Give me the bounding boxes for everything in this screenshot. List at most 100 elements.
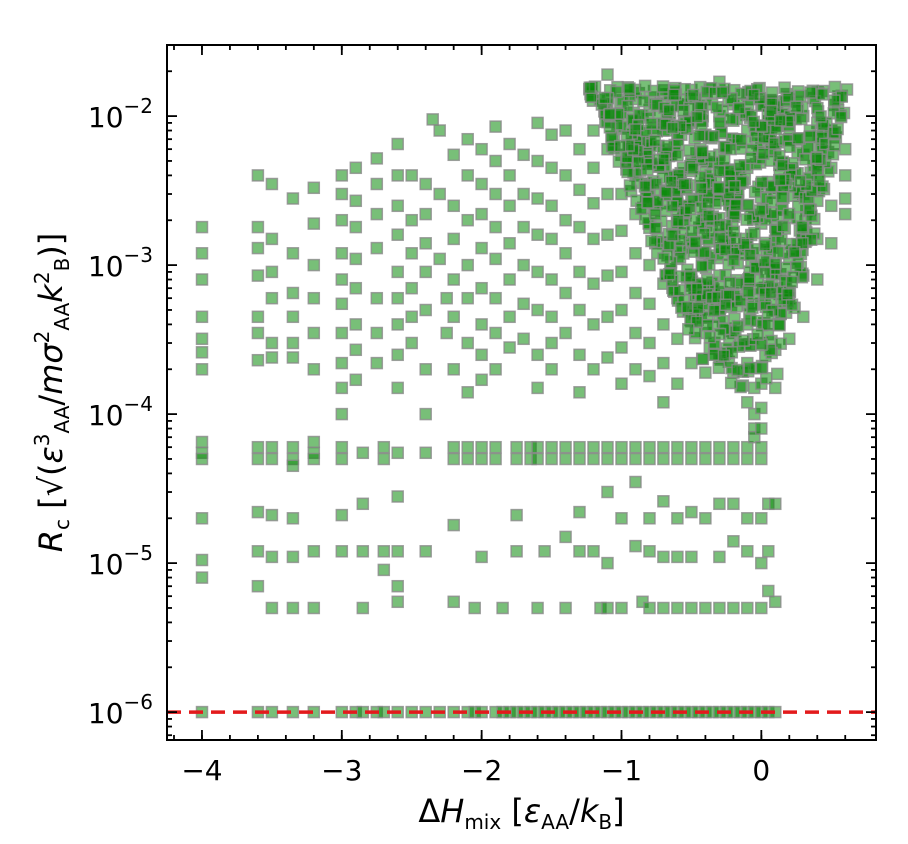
data-point — [251, 579, 265, 593]
data-point — [419, 446, 432, 460]
data-point — [531, 601, 544, 615]
data-point — [615, 224, 628, 238]
data-point — [307, 435, 321, 449]
data-point — [601, 485, 614, 499]
data-point — [286, 601, 300, 615]
data-point — [307, 181, 321, 195]
data-point — [475, 177, 488, 191]
data-point — [391, 545, 404, 558]
data-point — [657, 356, 670, 370]
data-point — [741, 198, 755, 212]
data-point — [251, 269, 265, 282]
data-point — [729, 198, 742, 212]
data-point — [747, 88, 760, 102]
data-point — [286, 440, 300, 454]
data-point — [755, 440, 768, 454]
data-point — [643, 258, 656, 272]
data-point — [447, 232, 460, 246]
data-point — [672, 283, 686, 297]
data-point — [795, 112, 808, 126]
x-axis-label: ΔHmix [εAA/kB] — [418, 792, 624, 834]
data-point — [629, 123, 642, 136]
data-point — [755, 452, 768, 466]
data-point — [587, 363, 600, 376]
data-point — [838, 207, 852, 221]
data-point — [489, 187, 502, 201]
data-point — [713, 601, 726, 615]
data-point — [782, 207, 796, 221]
data-point — [778, 81, 791, 94]
data-point — [717, 349, 731, 362]
data-point — [758, 239, 772, 252]
data-point — [601, 556, 614, 570]
data-point — [447, 452, 460, 466]
data-point — [838, 169, 852, 182]
data-point — [643, 545, 656, 558]
data-point — [685, 601, 698, 615]
data-point — [349, 194, 363, 208]
data-point — [685, 224, 699, 238]
data-point — [356, 545, 370, 558]
data-point — [447, 199, 460, 213]
data-point — [643, 336, 656, 350]
data-point — [804, 86, 817, 99]
data-point — [741, 396, 754, 409]
data-point — [755, 175, 769, 189]
data-point — [195, 553, 209, 567]
data-point — [545, 232, 558, 246]
data-point — [531, 265, 544, 279]
data-point — [666, 229, 679, 242]
data-point — [769, 595, 782, 609]
data-point — [251, 545, 265, 558]
data-point — [601, 228, 614, 241]
data-point — [573, 440, 586, 454]
data-point — [587, 452, 600, 466]
data-point — [468, 601, 481, 615]
data-point — [335, 187, 349, 201]
data-point — [447, 595, 460, 609]
data-point — [391, 291, 404, 305]
data-point — [601, 351, 614, 364]
data-point — [545, 128, 558, 141]
data-point — [615, 440, 628, 454]
data-point — [475, 373, 488, 387]
data-point — [816, 88, 829, 101]
data-point — [746, 301, 759, 314]
data-point — [265, 265, 279, 279]
data-point — [559, 601, 572, 615]
data-point — [657, 440, 670, 454]
data-point — [831, 122, 844, 136]
data-point — [685, 440, 698, 454]
data-point — [433, 124, 446, 137]
data-point — [391, 228, 404, 241]
data-point — [773, 319, 786, 332]
data-point — [538, 545, 551, 558]
data-point — [251, 440, 265, 454]
data-point — [573, 303, 586, 317]
data-point — [748, 185, 762, 198]
data-point — [603, 107, 617, 121]
data-point — [440, 291, 453, 305]
data-point — [657, 601, 670, 615]
data-point — [671, 512, 684, 525]
data-point — [587, 545, 600, 558]
data-point — [683, 202, 697, 216]
data-point — [682, 323, 695, 336]
data-point — [307, 601, 321, 615]
data-point — [251, 505, 265, 519]
data-point — [692, 129, 706, 142]
data-point — [601, 187, 614, 201]
data-point — [286, 351, 300, 364]
data-point — [638, 180, 652, 193]
data-point — [731, 319, 745, 333]
data-point — [771, 245, 785, 259]
data-point — [531, 228, 544, 241]
data-point — [748, 226, 761, 240]
data-point — [671, 550, 684, 564]
data-point — [391, 381, 404, 395]
data-point — [433, 252, 446, 266]
data-point — [698, 245, 711, 259]
data-point — [510, 452, 523, 466]
data-point — [531, 440, 544, 454]
data-point — [335, 273, 349, 286]
